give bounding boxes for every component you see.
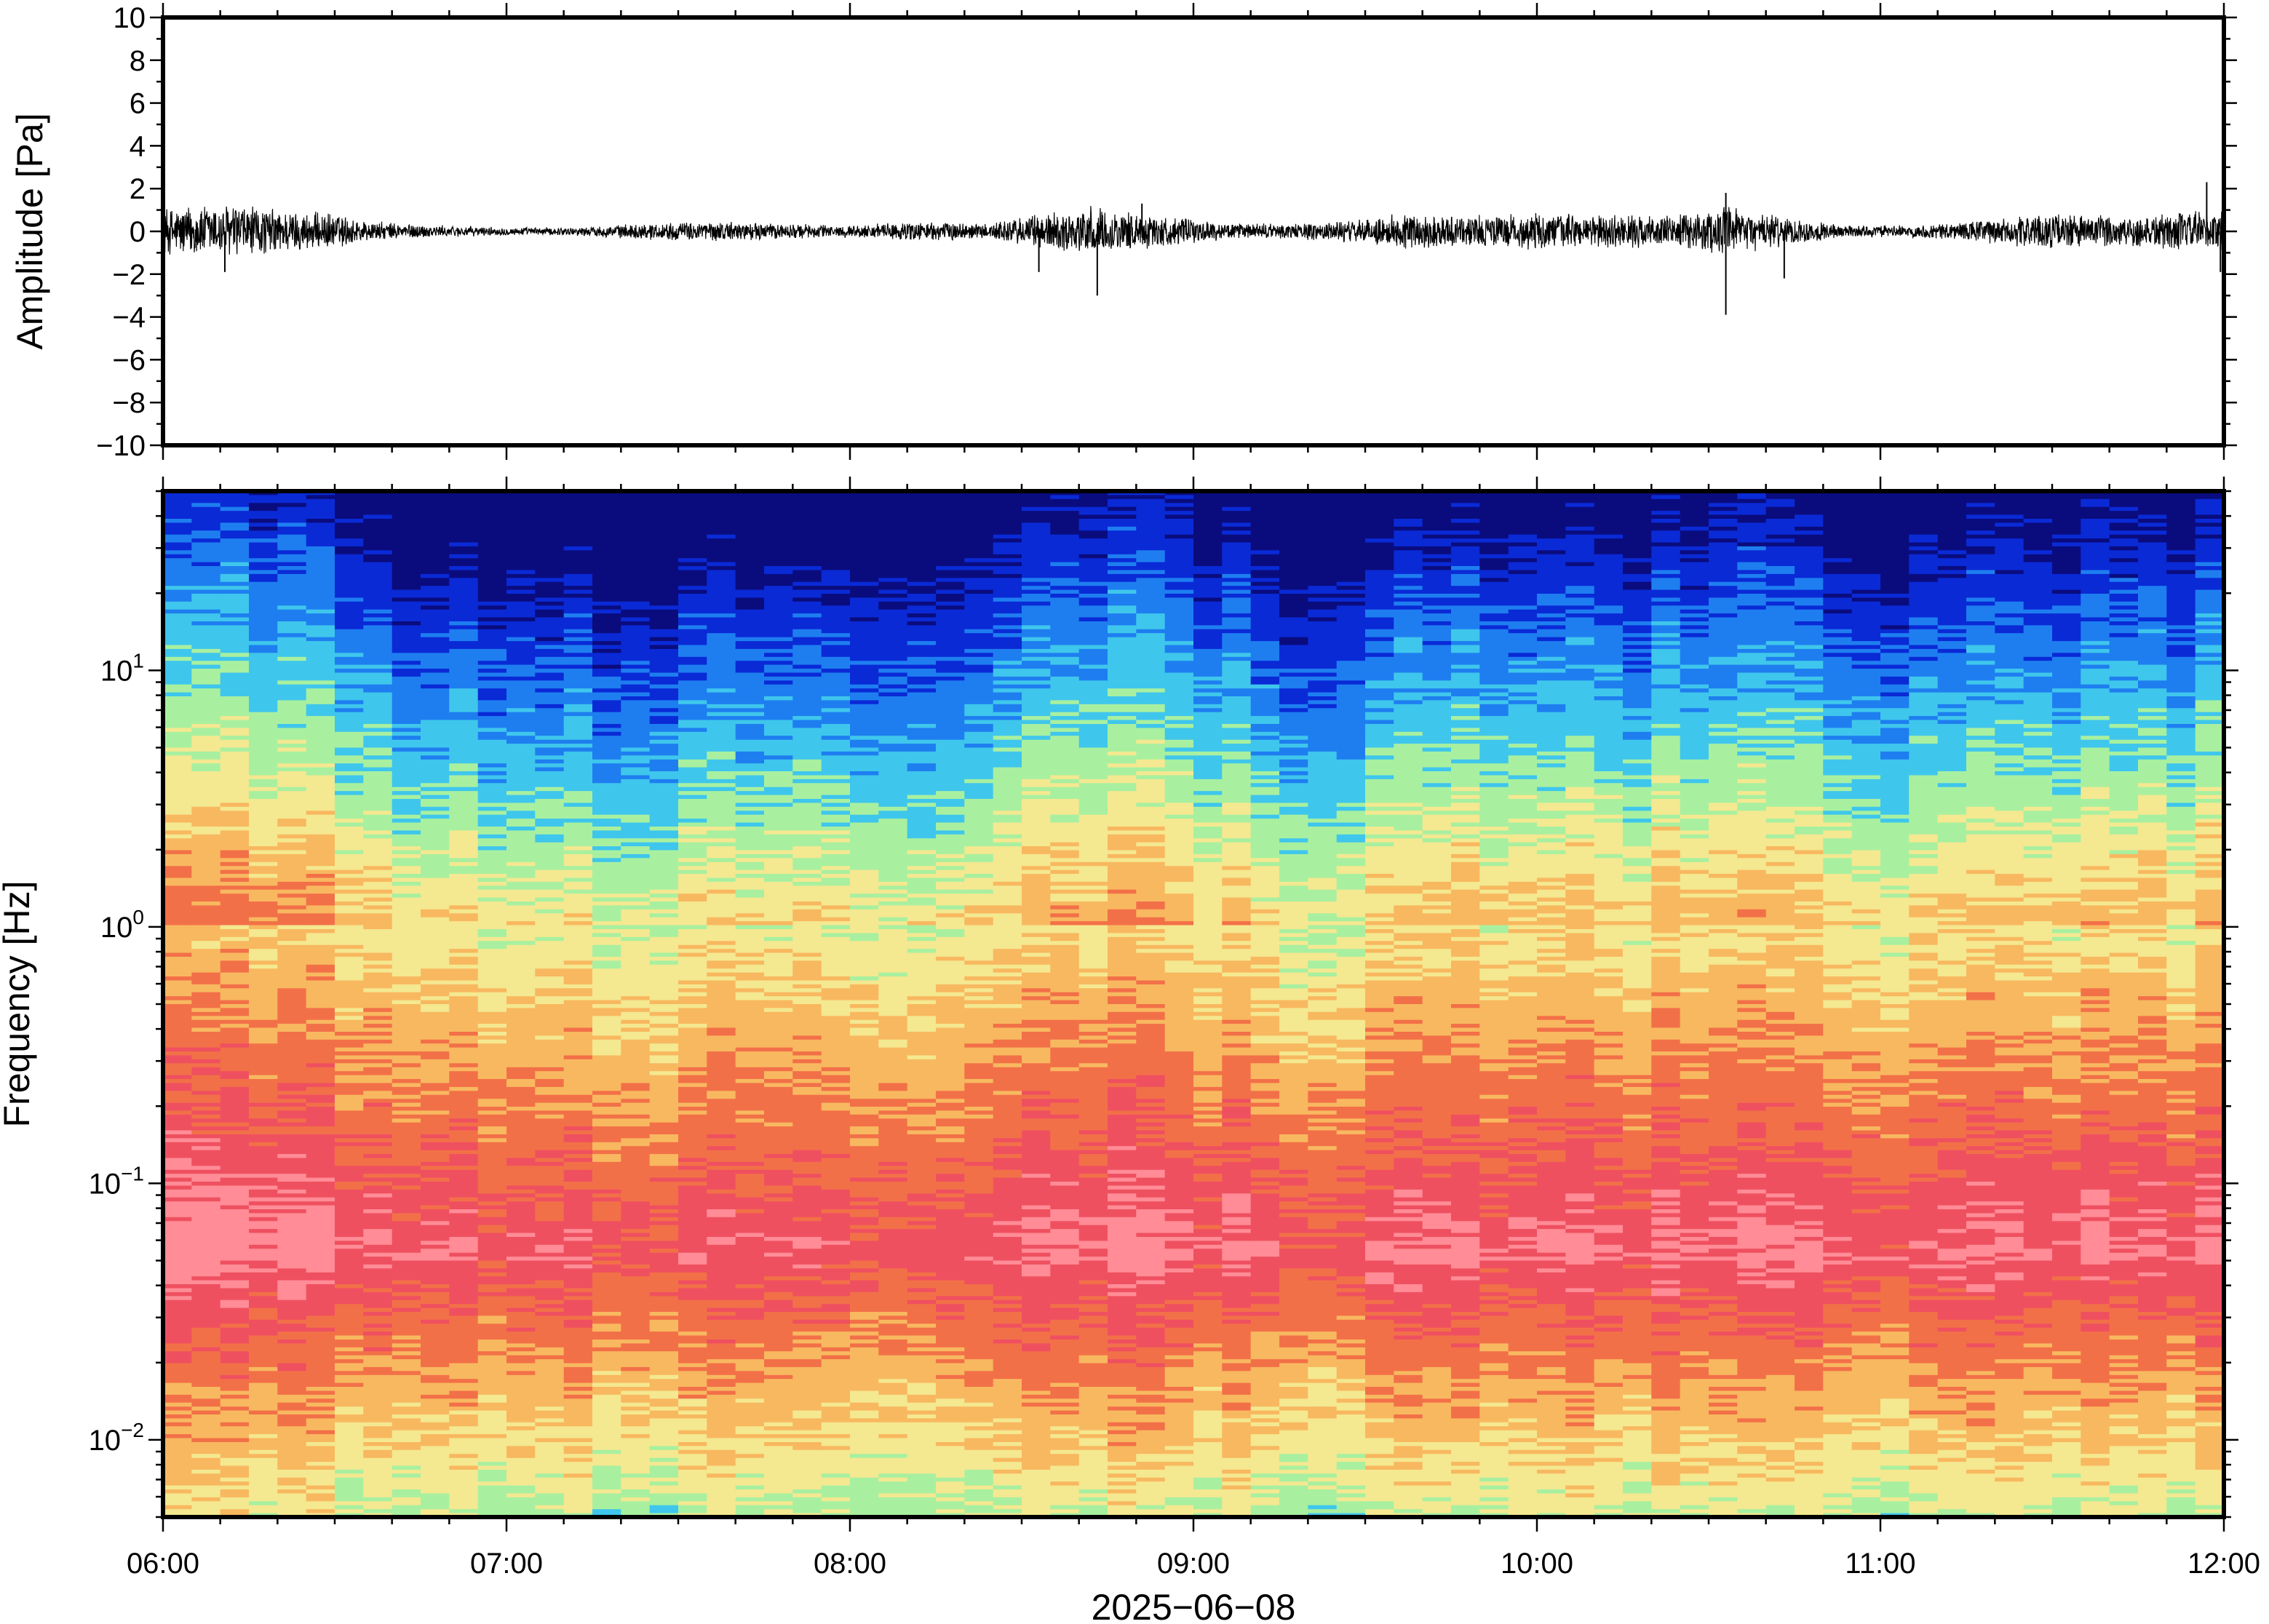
time-tick-label: 07:00 [470,1548,543,1580]
amplitude-tick-label: 6 [130,88,146,120]
amplitude-tick-label: −10 [96,430,146,462]
amplitude-tick-label: 0 [130,216,146,248]
spectrogram-frame [161,489,2226,1519]
waveform-line [163,206,2224,255]
amplitude-tick-label: −4 [112,302,146,334]
waveform-panel: 10 8 6 4 2 0 −2 −4 −6 −8 −10 Amplitude [Pa] [9,2,2237,462]
waveform-trace [163,182,2224,315]
amplitude-axis-title: Amplitude [Pa] [9,113,50,349]
spectrogram-panel: 101 100 10−1 10−2 Frequency [Hz] [0,477,2238,1532]
waveform-frame [161,15,2226,447]
frequency-tick-label: 10−2 [89,1419,144,1457]
frequency-axis: 101 100 10−1 10−2 [89,490,2238,1518]
time-tick-label: 10:00 [1501,1548,1573,1580]
amplitude-tick-label: 8 [130,45,146,77]
spectrogram-heatmap [163,491,2224,1517]
amplitude-axis: 10 8 6 4 2 0 −2 −4 −6 −8 −10 [96,2,2237,462]
amplitude-tick-label: −2 [112,259,146,291]
amplitude-tick-label: −8 [112,387,146,419]
frequency-tick-label: 101 [100,649,144,687]
time-tick-label: 08:00 [814,1548,886,1580]
amplitude-tick-label: 2 [130,173,146,205]
time-tick-label: 11:00 [1845,1548,1915,1580]
time-axis: 06:00 07:00 08:00 09:00 10:00 11:00 12:00 [127,1548,2260,1580]
date-axis-title: 2025−06−08 [1092,1587,1296,1624]
frequency-tick-label: 10−1 [89,1162,144,1200]
amplitude-tick-label: −6 [112,344,146,376]
time-tick-label: 12:00 [2187,1548,2260,1580]
frequency-tick-label: 100 [100,906,144,944]
amplitude-tick-label: 4 [130,130,146,162]
frequency-axis-title: Frequency [Hz] [0,880,37,1127]
time-tick-label: 09:00 [1157,1548,1230,1580]
amplitude-tick-label: 10 [114,2,146,34]
time-tick-label: 06:00 [127,1548,199,1580]
